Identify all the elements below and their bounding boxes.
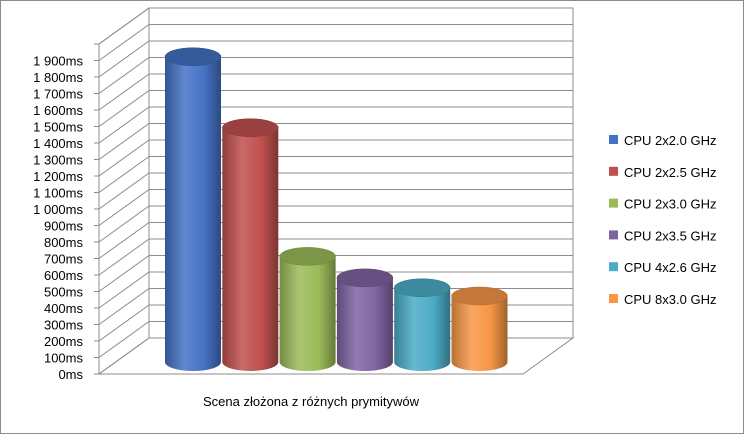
y-tick-label: 1 500ms xyxy=(33,120,83,135)
bars xyxy=(164,47,508,371)
y-tick-label: 1 400ms xyxy=(33,136,83,151)
gridline-side xyxy=(98,238,150,276)
bar-top xyxy=(279,247,336,266)
y-tick-label: 900ms xyxy=(44,219,84,234)
y-tick-label: 200ms xyxy=(44,334,84,349)
y-tick-label: 1 800ms xyxy=(33,70,83,85)
gridline-side xyxy=(98,139,150,177)
gridline-side xyxy=(98,156,150,193)
legend-label: CPU 8x3.0 GHz xyxy=(624,292,716,307)
gridline-side xyxy=(98,90,150,127)
bar-cpu-2x3-0-ghz xyxy=(279,247,336,371)
gridline-side xyxy=(98,222,150,259)
gridline-side xyxy=(98,172,150,210)
gridline-side xyxy=(98,24,150,61)
bar-top xyxy=(164,47,222,66)
y-tick-label: 1 600ms xyxy=(33,103,83,118)
gridline-side xyxy=(98,106,150,144)
gridline-side xyxy=(98,73,150,111)
x-category-label: Scena złożona z różnych prymitywów xyxy=(203,394,420,409)
bar-body xyxy=(394,287,451,371)
y-tick-label: 800ms xyxy=(44,235,84,250)
bar-body xyxy=(165,56,221,371)
bar-body xyxy=(279,256,336,371)
gridline-side xyxy=(98,271,150,309)
gridline-side xyxy=(98,304,150,342)
gridline-side xyxy=(98,337,150,375)
y-tick-label: 700ms xyxy=(44,252,84,267)
y-tick-label: 300ms xyxy=(44,318,84,333)
y-tick-label: 1 300ms xyxy=(33,153,83,168)
legend-swatch xyxy=(609,230,618,240)
legend-swatch xyxy=(609,294,618,303)
bar-cpu-2x3-5-ghz xyxy=(336,268,394,371)
y-tick-label: 0ms xyxy=(58,367,83,382)
bar-cpu-2x2-5-ghz xyxy=(222,118,279,371)
legend-label: CPU 2x3.5 GHz xyxy=(624,228,716,243)
y-tick-label: 500ms xyxy=(44,285,84,300)
legend-swatch xyxy=(609,166,618,176)
bar-body xyxy=(336,277,393,371)
legend-label: CPU 2x2.0 GHz xyxy=(624,133,716,148)
bar-body xyxy=(451,296,508,371)
gridline-side xyxy=(98,123,150,160)
gridline-side xyxy=(98,57,150,94)
gridline-side xyxy=(98,189,150,226)
legend-swatch xyxy=(609,198,618,208)
bar-cpu-2x2-0-ghz xyxy=(164,47,222,371)
legend-swatch xyxy=(609,135,618,144)
gridline-side xyxy=(98,40,150,78)
gridline-side xyxy=(98,255,150,292)
y-tick-label: 600ms xyxy=(44,268,84,283)
bar-cpu-8x3-0-ghz xyxy=(451,286,508,371)
y-tick-label: 1 200ms xyxy=(33,169,83,184)
gridline-side xyxy=(98,288,150,325)
y-tick-label: 400ms xyxy=(44,301,84,316)
bar-top xyxy=(222,118,279,137)
legend-label: CPU 2x3.0 GHz xyxy=(624,197,716,212)
bar-top xyxy=(393,278,451,297)
gridline-side xyxy=(98,205,150,243)
gridline-side xyxy=(98,7,150,45)
legend-swatch xyxy=(609,262,618,272)
y-tick-label: 1 900ms xyxy=(33,54,83,69)
legend-label: CPU 2x2.5 GHz xyxy=(624,165,716,180)
bar-top xyxy=(336,268,394,288)
bar-cpu-4x2-6-ghz xyxy=(393,278,451,371)
y-tick-label: 100ms xyxy=(44,351,84,366)
bar-body xyxy=(222,127,279,371)
y-tick-label: 1 100ms xyxy=(33,186,83,201)
bar-top xyxy=(451,286,508,306)
y-tick-label: 1 700ms xyxy=(33,87,83,102)
gridline-side xyxy=(98,321,150,358)
legend-label: CPU 4x2.6 GHz xyxy=(624,260,716,275)
legend: CPU 2x2.0 GHz CPU 2x2.5 GHz CPU 2x3.0 GHz C… xyxy=(609,133,716,307)
y-tick-label: 1 000ms xyxy=(33,202,83,217)
